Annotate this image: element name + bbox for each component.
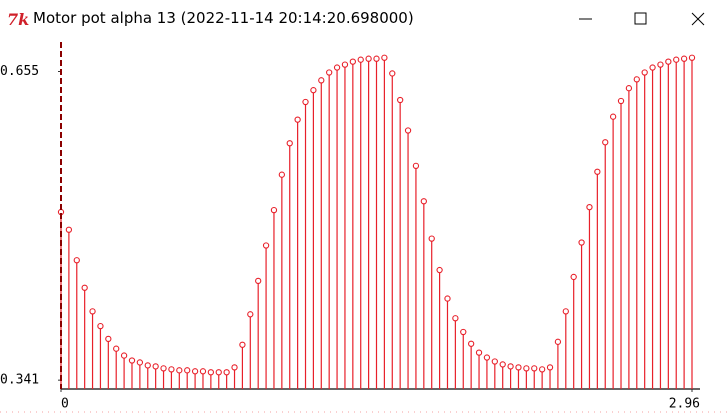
stem-marker <box>673 56 680 63</box>
stem-marker <box>586 203 593 211</box>
stem-marker <box>523 365 530 372</box>
stem-marker <box>239 341 246 348</box>
stem-marker <box>247 311 254 318</box>
stem-marker <box>562 308 569 315</box>
stem-marker <box>294 116 301 123</box>
stem-marker <box>113 345 120 352</box>
stem-marker <box>286 140 293 147</box>
stem-marker <box>152 363 159 370</box>
stem-marker <box>649 64 656 71</box>
stem-marker <box>389 70 396 77</box>
y-tick-label: 0.341 <box>0 373 39 388</box>
close-button[interactable] <box>691 12 705 26</box>
stem-marker <box>475 349 483 356</box>
x-tick-label: 2.96 <box>669 397 700 412</box>
stem-marker <box>302 98 309 106</box>
stem-marker <box>641 69 648 76</box>
stem-marker <box>207 369 215 376</box>
stem-marker <box>546 364 554 371</box>
stem-marker <box>128 357 136 364</box>
stem-marker <box>215 369 222 376</box>
stem-marker <box>633 76 640 83</box>
stem-marker <box>105 335 112 343</box>
stem-marker <box>73 257 80 264</box>
stem-marker <box>310 87 317 94</box>
stem-marker <box>365 55 372 62</box>
stem-marker <box>168 366 175 373</box>
stem-marker <box>617 97 625 105</box>
stem-marker <box>680 55 688 62</box>
stem-marker <box>412 162 420 170</box>
stem-marker <box>609 113 617 120</box>
stem-marker <box>420 198 427 205</box>
stem-marker <box>570 273 577 281</box>
stem-marker <box>341 61 349 68</box>
stem-marker <box>349 58 356 65</box>
stem-marker <box>483 354 491 361</box>
stem-marker <box>81 284 88 291</box>
stem-marker <box>333 64 341 71</box>
stem-marker <box>191 368 199 375</box>
stem-marker <box>381 54 388 61</box>
stem-marker <box>578 239 585 246</box>
y-tick-label: 0.655 <box>0 64 39 79</box>
stem-marker <box>397 96 404 104</box>
stem-marker <box>97 322 104 330</box>
stem-marker <box>594 168 601 175</box>
maximize-button[interactable] <box>634 12 647 25</box>
stem-marker <box>318 77 325 84</box>
app-icon: 7k <box>7 10 29 29</box>
x-tick-label: 0 <box>61 397 69 412</box>
stem-marker <box>665 58 672 65</box>
stem-marker <box>491 358 498 365</box>
stem-marker <box>262 242 270 249</box>
stem-marker <box>120 352 128 359</box>
stem-marker <box>176 367 183 374</box>
stem-marker <box>136 359 144 366</box>
stem-marker <box>602 139 609 146</box>
stem-marker <box>538 366 546 373</box>
stem-marker <box>278 171 285 178</box>
stem-marker <box>507 363 514 370</box>
stem-marker <box>657 61 664 68</box>
stem-marker <box>89 308 96 315</box>
stem-marker <box>160 365 167 372</box>
title-bar: 7k Motor pot alpha 13 (2022-11-14 20:14:… <box>0 0 727 38</box>
stem-marker <box>531 365 538 372</box>
stem-marker <box>144 362 151 369</box>
stem-marker <box>467 340 475 347</box>
stem-marker <box>373 55 380 62</box>
stem-marker <box>199 368 207 375</box>
stem-marker <box>625 85 633 92</box>
stem-marker <box>499 361 506 368</box>
stem-marker <box>65 226 73 233</box>
stem-marker <box>255 277 262 285</box>
stem-marker <box>231 364 238 371</box>
stem-marker <box>428 235 435 242</box>
stem-marker <box>436 266 443 274</box>
stem-marker <box>452 315 459 322</box>
stem-marker <box>554 338 562 345</box>
stem-marker <box>404 127 412 134</box>
title-bar-icons: 7k <box>7 10 705 29</box>
stem-marker <box>688 54 696 61</box>
stem-marker <box>357 56 364 63</box>
stem-marker <box>270 206 278 214</box>
stem-marker <box>515 364 522 371</box>
stem-marker <box>223 369 230 376</box>
stem-marker <box>184 367 191 374</box>
stem-marker <box>444 295 451 302</box>
stem-marker <box>326 69 333 76</box>
window-title: Motor pot alpha 13 (2022-11-14 20:14:20.… <box>33 9 414 27</box>
stem-marker <box>460 328 467 336</box>
